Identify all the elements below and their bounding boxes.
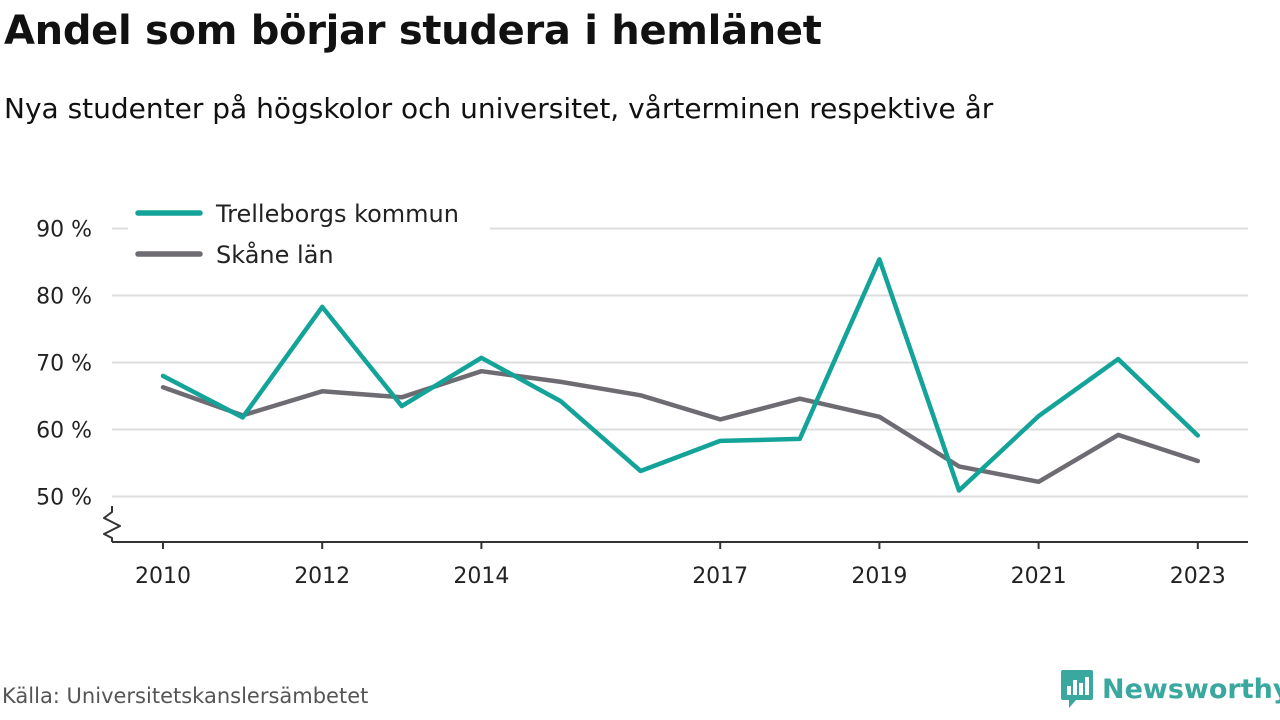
x-tick-label: 2021 xyxy=(1011,564,1067,589)
y-tick-label: 90 % xyxy=(36,218,92,243)
x-tick-label: 2010 xyxy=(135,564,191,589)
x-tick-label: 2019 xyxy=(851,564,907,589)
brand-name: Newsworthy xyxy=(1102,673,1280,705)
axes: 50 % 60 % 70 % 80 % 90 % 2010 2012 2014 2017 2019… xyxy=(36,218,1248,589)
x-tick-label: 2014 xyxy=(453,564,509,589)
legend-background xyxy=(128,196,490,278)
legend-label: Skåne län xyxy=(216,240,334,269)
x-tick-label: 2012 xyxy=(294,564,350,589)
series-line-skane xyxy=(160,368,1201,485)
x-tick-label: 2023 xyxy=(1170,564,1226,589)
y-tick-label: 80 % xyxy=(36,285,92,310)
source-note: Källa: Universitetskanslersämbetet xyxy=(2,684,369,708)
y-tick-label: 50 % xyxy=(36,486,92,511)
brand-logo[interactable]: Newsworthy xyxy=(1060,668,1280,710)
y-tick-label: 70 % xyxy=(36,352,92,377)
y-axis-break-icon xyxy=(103,506,121,542)
line-chart: 50 % 60 % 70 % 80 % 90 % 2010 2012 2014 2017 2019… xyxy=(36,196,1248,589)
chart-subtitle: Nya studenter på högskolor och universit… xyxy=(4,92,994,125)
x-tick-label: 2017 xyxy=(692,564,748,589)
legend-label: Trelleborgs kommun xyxy=(215,200,459,228)
legend: Trelleborgs kommun Skåne län xyxy=(128,196,490,278)
y-tick-label: 60 % xyxy=(36,419,92,444)
series-lines xyxy=(160,257,1201,493)
newsworthy-logo-icon xyxy=(1061,670,1093,708)
chart-title: Andel som börjar studera i hemlänet xyxy=(4,8,822,54)
series-line-trelleborg xyxy=(160,257,1201,493)
